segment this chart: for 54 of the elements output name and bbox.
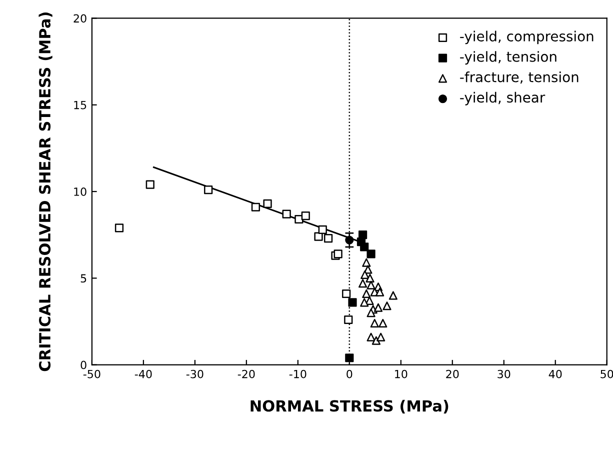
- x-tick-label: 20: [446, 370, 459, 378]
- point: [301, 211, 310, 220]
- point: [362, 289, 371, 298]
- point: [324, 234, 333, 243]
- x-tick-label: 30: [498, 370, 510, 378]
- x-tick-label: 40: [548, 370, 562, 378]
- y-tick-label: 15: [74, 101, 86, 110]
- point: [318, 225, 327, 234]
- x-tick-label: 50: [600, 370, 613, 378]
- point: [370, 318, 379, 328]
- x-tick-label: -30: [186, 370, 204, 378]
- point: [376, 332, 386, 342]
- point: [362, 258, 371, 267]
- point: [372, 336, 380, 345]
- point: [358, 279, 368, 288]
- x-tick-label: 10: [395, 370, 408, 378]
- legend-label: -yield, tension: [460, 51, 556, 65]
- point: [263, 199, 272, 208]
- point: [334, 250, 342, 258]
- point: [378, 318, 388, 328]
- legend-label: -yield, compression: [460, 30, 594, 44]
- x-tick-label: -40: [134, 370, 152, 378]
- x-tick-label: -50: [83, 370, 100, 378]
- point: [314, 232, 323, 241]
- point: [282, 210, 291, 218]
- point: [366, 308, 376, 318]
- x-tick-label: 0: [346, 370, 352, 378]
- point: [382, 302, 392, 310]
- point: [388, 291, 398, 300]
- legend-label: -yield, shear: [460, 92, 546, 106]
- point: [360, 298, 369, 307]
- point: [374, 303, 383, 312]
- legend-label: -fracture, tension: [460, 72, 578, 84]
- y-axis-title: CRITICAL RESOLVED SHEAR STRESS (MPa): [38, 12, 52, 372]
- y-tick-label: 5: [80, 274, 86, 283]
- x-tick-label: -20: [238, 370, 255, 378]
- point: [251, 202, 260, 212]
- y-tick-label: 10: [74, 187, 86, 196]
- point: [204, 185, 213, 194]
- point: [348, 298, 357, 307]
- point: [366, 274, 374, 282]
- y-tick-label: 20: [74, 14, 86, 23]
- point: [114, 224, 124, 232]
- x-tick-label: -10: [289, 370, 306, 378]
- point: [366, 280, 376, 290]
- point: [345, 354, 354, 362]
- point: [360, 242, 369, 252]
- point: [366, 250, 376, 258]
- x-axis-title: NORMAL STRESS (MPa): [250, 400, 448, 414]
- point: [366, 332, 376, 342]
- y-tick-label: 0: [80, 360, 86, 370]
- point: [342, 289, 351, 298]
- point: [146, 180, 154, 189]
- point: [344, 315, 353, 324]
